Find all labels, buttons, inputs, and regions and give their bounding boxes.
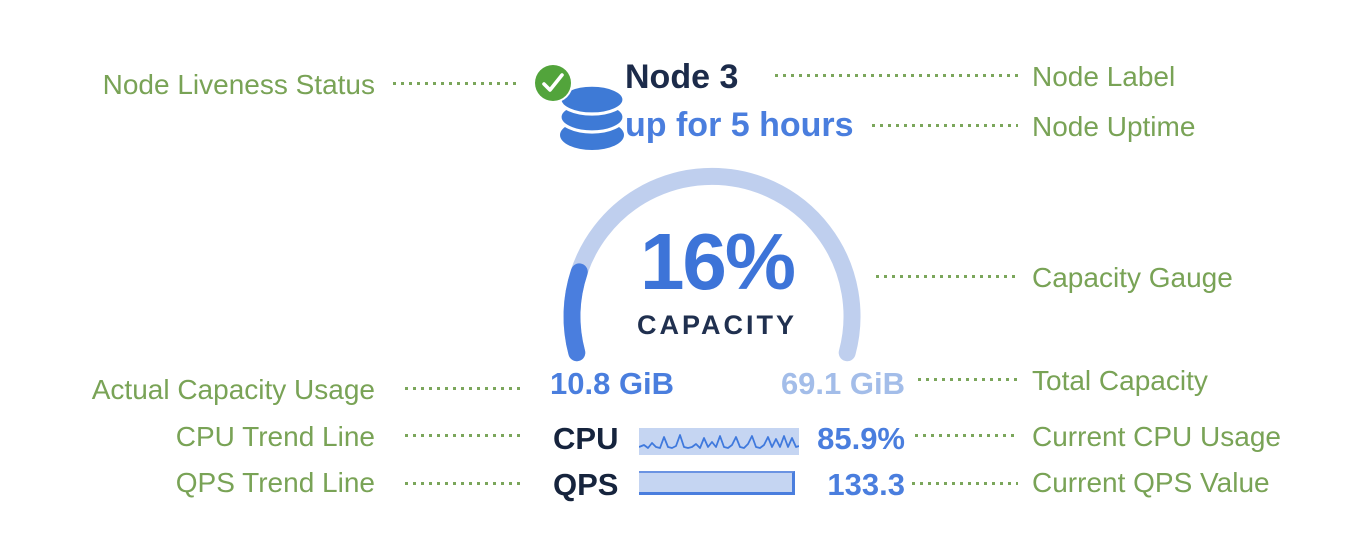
annotation-actual-capacity-usage: Actual Capacity Usage (91, 374, 375, 405)
cpu-sparkline-path (639, 434, 799, 449)
capacity-total-value: 69.1 GiB (780, 366, 905, 401)
annotation-node-uptime: Node Uptime (1032, 111, 1196, 142)
qps-metric-label: QPS (553, 467, 619, 502)
leader-line-current-qps (912, 482, 1018, 485)
leader-line-total-capacity (918, 378, 1018, 381)
qps-sparkline (639, 471, 795, 495)
check-circle-icon (533, 63, 573, 103)
leader-line-current-cpu (915, 434, 1018, 437)
gauge-fill (563, 263, 588, 362)
annotation-node-label: Node Label (1032, 61, 1176, 92)
cpu-sparkline (639, 428, 799, 455)
capacity-gauge-arc (563, 167, 861, 362)
annotation-node-liveness-status: Node Liveness Status (102, 69, 375, 100)
annotation-qps-trend-line: QPS Trend Line (175, 467, 375, 498)
node-uptime: up for 5 hours (625, 106, 854, 144)
annotation-cpu-trend-line: CPU Trend Line (175, 421, 375, 452)
qps-current-value: 133.3 (827, 467, 905, 502)
gauge-percent-value: 16% (639, 217, 796, 306)
leader-line-capacity-gauge (876, 275, 1018, 278)
leader-line-liveness (393, 82, 521, 85)
annotation-current-cpu-usage: Current CPU Usage (1032, 421, 1281, 452)
cpu-metric-label: CPU (553, 421, 619, 456)
leader-line-node-label (775, 74, 1018, 77)
gauge-caption: CAPACITY (636, 310, 797, 340)
database-icon (558, 84, 626, 150)
annotation-total-capacity: Total Capacity (1032, 365, 1208, 396)
capacity-used-value: 10.8 GiB (550, 366, 675, 401)
leader-line-capacity-usage (405, 387, 520, 390)
node-label: Node 3 (625, 58, 739, 96)
cpu-current-value: 85.9% (817, 421, 905, 456)
annotation-current-qps-value: Current QPS Value (1032, 467, 1270, 498)
leader-line-node-uptime (872, 124, 1018, 127)
annotation-capacity-gauge: Capacity Gauge (1032, 262, 1233, 293)
leader-line-qps-trend (405, 482, 520, 485)
leader-line-cpu-trend (405, 434, 520, 437)
